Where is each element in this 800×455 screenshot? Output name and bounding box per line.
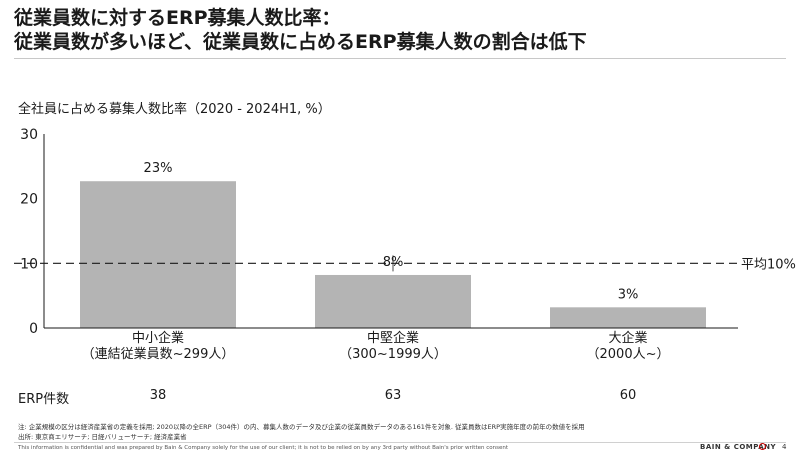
- y-tick-label: 0: [29, 321, 38, 337]
- y-tick-label: 30: [20, 127, 38, 143]
- footer-disclaimer: This information is confidential and was…: [18, 445, 508, 451]
- bar-value-label: 23%: [144, 161, 173, 176]
- bar: [80, 181, 236, 328]
- category-sublabel: （2000人~）: [587, 347, 670, 362]
- category-label: 中堅企業: [367, 330, 419, 346]
- y-tick-label: 10: [20, 256, 38, 272]
- erp-count-small: 38: [149, 388, 167, 403]
- bar-value-label: 3%: [618, 287, 639, 302]
- category-label: 中小企業: [132, 330, 184, 346]
- source-text: 出所: 東京商エリサーチ; 日経バリューサーチ; 経済産業省: [18, 433, 187, 441]
- bar: [550, 307, 706, 328]
- category-sublabel: （300~1999人）: [339, 347, 447, 362]
- category-sublabel: （連結従業員数~299人）: [82, 346, 235, 362]
- page-number: 4: [782, 443, 787, 451]
- bar-chart: 010203023%8%3%平均10%中小企業（連結従業員数~299人）中堅企業…: [14, 127, 796, 362]
- slide-title: 従業員数に対するERP募集人数比率： 従業員数が多いほど、従業員数に占めるERP…: [14, 6, 587, 54]
- erp-count-mid: 63: [384, 388, 402, 403]
- brand-logo: BAIN & COMPANY: [700, 443, 777, 451]
- chart-subtitle: 全社員に占める募集人数比率（2020 - 2024H1, %）: [18, 102, 331, 117]
- bar: [315, 274, 471, 328]
- erp-count-label: ERP件数: [18, 392, 70, 407]
- average-label: 平均10%: [741, 257, 796, 272]
- note-text: 注: 企業規模の区分は経済産業省の定義を採用; 2020以降の全ERP（304件…: [18, 423, 585, 431]
- title-line-1: 従業員数に対するERP募集人数比率：: [14, 7, 341, 29]
- category-label: 大企業: [608, 330, 647, 346]
- title-line-2: 従業員数が多いほど、従業員数に占めるERP募集人数の割合は低下: [14, 31, 587, 53]
- y-tick-label: 20: [20, 192, 38, 208]
- erp-count-large: 60: [619, 388, 637, 403]
- brand-logo-mark: [759, 443, 766, 450]
- footer-divider: [14, 442, 786, 443]
- title-divider: [14, 58, 786, 59]
